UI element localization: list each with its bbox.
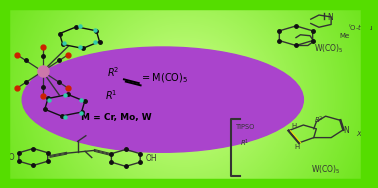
Text: N: N [343, 126, 349, 135]
Text: Ph: Ph [319, 3, 328, 12]
Text: $=$M(CO)$_5$: $=$M(CO)$_5$ [140, 71, 188, 85]
Text: $'$O-$t$-Bu: $'$O-$t$-Bu [348, 22, 373, 32]
Text: R$^1$: R$^1$ [105, 88, 117, 102]
Text: R$^2$: R$^2$ [107, 65, 119, 79]
Ellipse shape [22, 47, 304, 152]
Text: H: H [291, 123, 297, 129]
Text: Me: Me [340, 33, 350, 39]
Text: H: H [294, 144, 299, 150]
Text: OH: OH [146, 154, 157, 163]
Text: M = Cr, Mo, W: M = Cr, Mo, W [81, 113, 152, 122]
Text: W(CO)$_5$: W(CO)$_5$ [314, 42, 344, 55]
Text: R$^1$: R$^1$ [240, 138, 249, 149]
Text: TIPSO: TIPSO [236, 124, 256, 130]
Text: W(CO)$_5$: W(CO)$_5$ [311, 164, 341, 177]
Text: X: X [356, 131, 361, 137]
Text: HO: HO [3, 153, 15, 162]
Text: R$^2$: R$^2$ [314, 114, 323, 126]
Text: N: N [327, 13, 333, 22]
